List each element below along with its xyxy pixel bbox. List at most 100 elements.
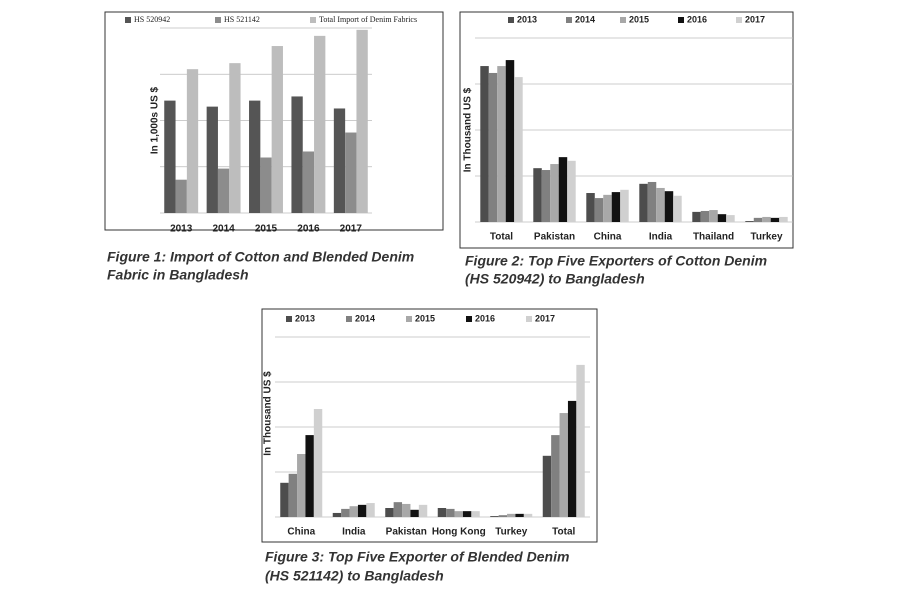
bar [514, 77, 523, 222]
bar [673, 195, 682, 222]
x-tick-label: Pakistan [386, 527, 427, 538]
x-tick-label: Thailand [693, 232, 734, 243]
legend-label: 2015 [629, 14, 649, 24]
bar [594, 198, 604, 222]
x-tick-label: India [649, 232, 673, 243]
x-tick-label: 2014 [212, 224, 235, 235]
bar [709, 210, 718, 222]
bar [541, 170, 551, 222]
legend-label: 2014 [575, 14, 595, 24]
bar [164, 100, 176, 213]
bar [490, 516, 499, 517]
bar [186, 69, 199, 213]
bar [611, 192, 621, 222]
bar [567, 400, 577, 517]
bar [345, 132, 357, 213]
frame [104, 11, 444, 231]
legend-label: 2016 [687, 14, 707, 24]
bar [505, 60, 515, 222]
bar [770, 217, 780, 222]
bar [462, 511, 472, 517]
legend-swatch [346, 316, 352, 322]
bar [656, 187, 665, 222]
bar [410, 509, 419, 517]
bar [488, 72, 498, 223]
bar [700, 210, 710, 222]
bar [302, 151, 315, 213]
bar [507, 513, 516, 517]
bar [175, 179, 187, 213]
bar [349, 506, 358, 517]
bar [206, 106, 218, 213]
y-axis-label: In 1,000s US $ [150, 86, 161, 154]
bar [480, 66, 489, 222]
x-tick-label: India [342, 527, 366, 538]
legend-swatch [125, 17, 131, 23]
bar [402, 503, 411, 517]
bar [726, 215, 735, 222]
bar [603, 194, 612, 222]
bar [558, 157, 568, 222]
bar [437, 508, 447, 517]
x-tick-label: Turkey [750, 232, 782, 243]
bar [523, 513, 533, 517]
bar [313, 409, 323, 517]
legend-label: 2013 [295, 313, 315, 323]
caption: Figure 1: Import of Cotton and Blended D… [107, 249, 414, 265]
caption: Figure 3: Top Five Exporter of Blended D… [265, 549, 569, 565]
bar [515, 513, 524, 517]
bar [586, 193, 595, 222]
bar [357, 504, 367, 517]
bar [314, 35, 326, 213]
legend-swatch [310, 17, 316, 23]
bar [305, 435, 314, 517]
bar [533, 168, 542, 222]
legend-label: 2017 [535, 313, 555, 323]
bar [692, 211, 701, 222]
legend-swatch [620, 17, 626, 23]
x-tick-label: Hong Kong [432, 527, 486, 538]
bar [779, 216, 788, 222]
bar [446, 508, 455, 517]
bar [332, 512, 342, 517]
legend-swatch [286, 316, 292, 322]
y-axis-label: In Thousand US $ [463, 87, 474, 172]
caption: Figure 2: Top Five Exporters of Cotton D… [465, 253, 767, 269]
legend-swatch [215, 17, 221, 23]
bar [297, 454, 306, 517]
legend-swatch [406, 316, 412, 322]
bar [717, 214, 727, 222]
legend-label: Total Import of Denim Fabrics [319, 15, 417, 24]
bar [260, 157, 272, 213]
bar [664, 191, 674, 222]
bar [341, 508, 350, 517]
bar [559, 413, 568, 517]
legend-swatch [466, 316, 472, 322]
legend-swatch [508, 17, 514, 23]
bar [550, 164, 559, 222]
bar [217, 168, 230, 213]
legend-swatch [678, 17, 684, 23]
bar [498, 515, 508, 517]
bar [454, 511, 463, 517]
x-tick-label: 2017 [340, 224, 363, 235]
bar [567, 160, 576, 222]
bar [249, 100, 261, 213]
bar [291, 96, 303, 213]
legend-swatch [566, 17, 572, 23]
bar [762, 216, 771, 222]
x-tick-label: China [594, 232, 622, 243]
bar [229, 63, 241, 214]
legend-label: 2013 [517, 14, 537, 24]
legend-label: HS 520942 [134, 15, 170, 24]
legend-swatch [526, 316, 532, 322]
x-tick-label: 2016 [297, 224, 320, 235]
bar [280, 482, 289, 517]
bar [497, 66, 506, 222]
bar [288, 473, 298, 517]
bar [639, 183, 648, 222]
bar [576, 364, 585, 517]
bar [333, 108, 346, 213]
caption: (HS 521142) to Bangladesh [265, 568, 444, 584]
